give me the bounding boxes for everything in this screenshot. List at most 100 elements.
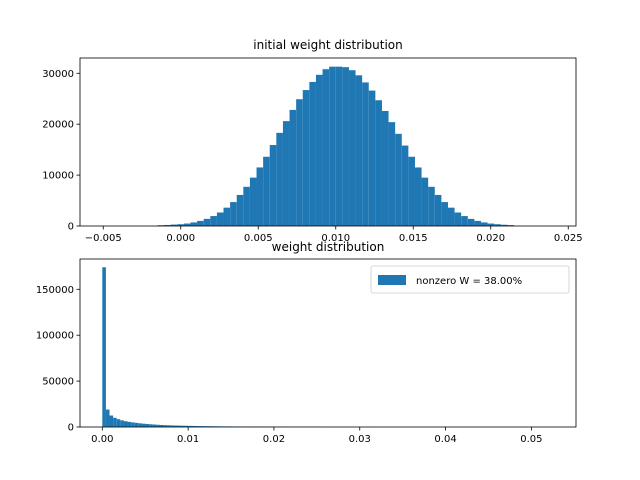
y-tick-label: 0 — [68, 423, 74, 434]
histogram-bar-final — [156, 424, 160, 427]
histogram-bar-final — [199, 426, 204, 427]
x-tick-label: 0.015 — [399, 233, 428, 244]
histogram-bar-initial — [296, 99, 303, 226]
histogram-bar-final — [138, 423, 142, 427]
histogram-bar-final — [174, 425, 178, 427]
x-tick-label: 0.025 — [554, 233, 583, 244]
histogram-bar-final — [159, 424, 164, 427]
y-axis-ticks-initial: 0 10000 20000 30000 — [42, 69, 80, 233]
legend-box — [370, 265, 570, 294]
histogram-bar-initial — [170, 224, 178, 226]
histogram-bar-final — [203, 426, 207, 427]
histogram-bar-initial — [408, 156, 415, 226]
histogram-bar-final — [192, 425, 197, 427]
x-tick-label: 0.000 — [166, 233, 195, 244]
x-tick-label: 0.010 — [321, 233, 350, 244]
histogram-bar-initial — [388, 122, 396, 226]
histogram-bar-initial — [302, 90, 310, 226]
y-tick-label: 50000 — [42, 377, 74, 388]
histogram-bar-initial — [507, 225, 514, 226]
weight-distribution-axes: 0.00 0.01 0.02 0.03 0.04 0.05 0 50000 100000 150… — [36, 240, 577, 445]
histogram-bar-initial — [414, 167, 422, 226]
histogram-bar-initial — [421, 177, 429, 226]
histogram-bar-final — [113, 417, 117, 427]
histogram-bar-initial — [177, 224, 184, 226]
histogram-bar-initial — [434, 194, 442, 226]
histogram-bar-final — [102, 267, 106, 427]
x-tick-label: 0.01 — [177, 434, 199, 445]
x-tick-label: −0.005 — [85, 233, 122, 244]
histogram-bar-final — [170, 425, 175, 427]
plot-frame-initial — [79, 57, 577, 227]
histogram-bar-initial — [335, 66, 343, 227]
histogram-bar-final — [141, 423, 146, 427]
chart-title-initial: initial weight distribution — [253, 38, 402, 52]
histogram-bar-initial — [474, 220, 481, 226]
histogram-bar-initial — [461, 216, 468, 226]
histogram-bars-initial — [157, 66, 514, 227]
legend: nonzero W = 38.00% — [370, 265, 570, 294]
histogram-bar-final — [167, 425, 171, 427]
x-tick-label: 0.05 — [520, 434, 542, 445]
histogram-bar-initial — [164, 224, 171, 226]
histogram-bar-initial — [401, 145, 409, 226]
y-tick-label: 150000 — [36, 285, 74, 296]
histogram-bar-final — [109, 415, 114, 427]
histogram-bar-initial — [395, 133, 402, 226]
histogram-bar-initial — [230, 202, 237, 226]
x-tick-label: 0.00 — [91, 434, 113, 445]
histogram-bar-initial — [487, 223, 495, 226]
histogram-bar-initial — [289, 109, 297, 226]
histogram-bar-final — [127, 421, 132, 427]
histogram-bar-initial — [183, 223, 191, 226]
histogram-bar-initial — [322, 69, 330, 226]
histogram-bar-final — [131, 422, 135, 427]
histogram-bar-initial — [348, 70, 356, 226]
histogram-bar-initial — [282, 121, 290, 226]
histogram-bar-initial — [263, 156, 270, 226]
chart-title-final: weight distribution — [272, 240, 385, 254]
histogram-bar-initial — [216, 212, 224, 226]
y-tick-label: 100000 — [36, 331, 74, 342]
histogram-bar-initial — [454, 212, 462, 226]
histogram-bar-final — [134, 422, 139, 427]
histogram-bar-initial — [223, 207, 231, 226]
histogram-bar-initial — [375, 100, 382, 226]
histogram-bar-initial — [249, 177, 257, 226]
histogram-bar-initial — [203, 218, 211, 226]
histogram-bar-final — [163, 425, 168, 427]
histogram-bar-final — [149, 424, 153, 427]
x-tick-label: 0.005 — [244, 233, 273, 244]
histogram-bar-initial — [441, 202, 448, 226]
histogram-bar-final — [152, 424, 157, 427]
histogram-bar-final — [123, 421, 128, 427]
histogram-bar-initial — [269, 145, 277, 226]
legend-swatch — [378, 275, 406, 285]
histogram-bar-initial — [329, 66, 336, 227]
histogram-bar-final — [116, 419, 121, 427]
y-axis-ticks-final: 0 50000 100000 150000 — [36, 285, 80, 434]
histogram-bar-final — [181, 425, 186, 427]
histogram-bar-final — [145, 423, 150, 427]
histogram-bar-initial — [197, 220, 204, 226]
y-tick-label: 30000 — [42, 69, 74, 80]
histogram-bar-initial — [236, 194, 244, 226]
histogram-bar-initial — [256, 167, 264, 226]
histogram-bar-initial — [500, 224, 508, 226]
histogram-bar-final — [185, 425, 189, 427]
histogram-bar-initial — [368, 90, 376, 226]
histogram-bar-initial — [243, 186, 250, 226]
initial-weight-distribution-axes: initial weight distribution −0.005 0.000 0… — [42, 38, 582, 244]
x-axis-ticks-initial: −0.005 0.000 0.005 0.010 0.015 0.020 0.025 — [85, 226, 583, 244]
histogram-bar-final — [196, 426, 200, 427]
histogram-bar-initial — [362, 82, 369, 226]
histogram-bar-initial — [355, 75, 363, 227]
histogram-bar-initial — [342, 67, 349, 226]
x-tick-label: 0.02 — [263, 434, 285, 445]
histogram-bar-initial — [276, 132, 283, 226]
x-tick-label: 0.04 — [434, 434, 456, 445]
histogram-bar-final — [177, 425, 182, 427]
histogram-bar-initial — [467, 218, 475, 226]
x-axis-ticks-final: 0.00 0.01 0.02 0.03 0.04 0.05 — [91, 427, 543, 445]
